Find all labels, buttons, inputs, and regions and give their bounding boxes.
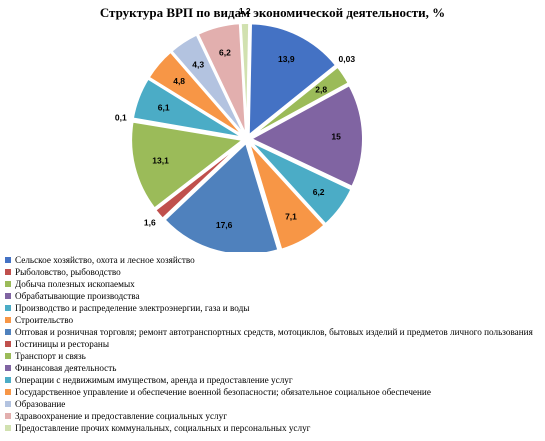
legend-label: Операции с недвижимым имуществом, аренда… xyxy=(15,375,293,385)
legend-item: Предоставление прочих коммунальных, соци… xyxy=(5,422,543,434)
legend-item: Строительство xyxy=(5,314,543,326)
chart-legend: Сельское хозяйство, охота и лесное хозяй… xyxy=(5,254,543,434)
pie-slice xyxy=(169,33,246,137)
slice-data-label: 17,6 xyxy=(216,220,233,230)
legend-label: Образование xyxy=(15,399,66,409)
legend-item: Образование xyxy=(5,398,543,410)
legend-label: Обрабатывающие производства xyxy=(15,291,140,301)
legend-item: Здравоохранение и предоставление социаль… xyxy=(5,410,543,422)
legend-item: Добыча полезных ископаемых xyxy=(5,278,543,290)
legend-label: Транспорт и связь xyxy=(15,351,86,361)
legend-item: Сельское хозяйство, охота и лесное хозяй… xyxy=(5,254,543,266)
slice-data-label: 15 xyxy=(331,131,341,141)
pie-chart: 13,9 0,03 2,8 15 6,2 7,1 17,6 1,6 13,1 0,1 6,1 4,8 4… xyxy=(115,6,364,252)
legend-label: Финансовая деятельность xyxy=(15,363,117,373)
legend-swatch xyxy=(5,257,11,263)
legend-item: Производство и распределение электроэнер… xyxy=(5,302,543,314)
slice-data-label: 0,03 xyxy=(339,54,356,64)
slice-data-label: 4,8 xyxy=(173,76,185,86)
legend-label: Государственное управление и обеспечение… xyxy=(15,387,431,397)
legend-swatch xyxy=(5,281,11,287)
slice-data-label: 13,1 xyxy=(152,156,169,166)
legend-item: Финансовая деятельность xyxy=(5,362,543,374)
legend-label: Добыча полезных ископаемых xyxy=(15,279,135,289)
legend-swatch xyxy=(5,353,11,359)
slice-data-label: 1,2 xyxy=(239,6,251,16)
legend-label: Гостиницы и рестораны xyxy=(15,339,109,349)
pie-slice xyxy=(153,140,245,221)
slice-data-label: 4,3 xyxy=(192,59,204,69)
legend-swatch xyxy=(5,269,11,275)
legend-swatch xyxy=(5,305,11,311)
legend-swatch xyxy=(5,293,11,299)
pie-slice xyxy=(249,140,353,226)
slice-data-label: 2,8 xyxy=(315,85,327,95)
legend-item: Операции с недвижимым имуществом, аренда… xyxy=(5,374,543,386)
legend-item: Государственное управление и обеспечение… xyxy=(5,386,543,398)
legend-swatch xyxy=(5,389,11,395)
legend-label: Сельское хозяйство, охота и лесное хозяй… xyxy=(15,255,195,265)
legend-item: Рыболовство, рыбоводство xyxy=(5,266,543,278)
pie-slice xyxy=(248,141,326,251)
slice-data-label: 1,6 xyxy=(144,217,156,227)
pie-slice xyxy=(130,120,246,210)
pie-slice xyxy=(163,141,280,252)
pie-slice xyxy=(247,22,338,138)
legend-label: Строительство xyxy=(15,315,74,325)
pie-slice xyxy=(248,83,364,189)
legend-swatch xyxy=(5,425,11,431)
slice-data-label: 6,1 xyxy=(158,102,170,112)
slice-data-label: 0,1 xyxy=(115,113,127,123)
pie-slice xyxy=(239,22,251,136)
legend-swatch xyxy=(5,365,11,371)
legend-label: Предоставление прочих коммунальных, соци… xyxy=(15,423,311,433)
slice-data-label: 6,2 xyxy=(313,187,325,197)
legend-swatch xyxy=(5,317,11,323)
slice-data-label: 13,9 xyxy=(278,54,295,64)
legend-swatch xyxy=(5,401,11,407)
legend-item: Гостиницы и рестораны xyxy=(5,338,543,350)
legend-label: Производство и распределение электроэнер… xyxy=(15,303,250,313)
chart-title: Структура ВРП по видам экономической дея… xyxy=(99,5,446,20)
slice-data-label: 7,1 xyxy=(285,212,297,222)
legend-swatch xyxy=(5,413,11,419)
legend-swatch xyxy=(5,329,11,335)
legend-label: Здравоохранение и предоставление социаль… xyxy=(15,411,228,421)
legend-swatch xyxy=(5,377,11,383)
legend-label: Рыболовство, рыбоводство xyxy=(15,267,121,277)
pie-slice xyxy=(131,77,244,139)
slice-data-label: 6,2 xyxy=(219,48,231,58)
pie-slice xyxy=(147,50,245,138)
legend-item: Транспорт и связь xyxy=(5,350,543,362)
legend-label: Оптовая и розничная торговля; ремонт авт… xyxy=(15,327,533,337)
legend-item: Обрабатывающие производства xyxy=(5,290,543,302)
pie-slice xyxy=(249,65,350,138)
legend-swatch xyxy=(5,341,11,347)
legend-item: Оптовая и розничная торговля; ремонт авт… xyxy=(5,326,543,338)
